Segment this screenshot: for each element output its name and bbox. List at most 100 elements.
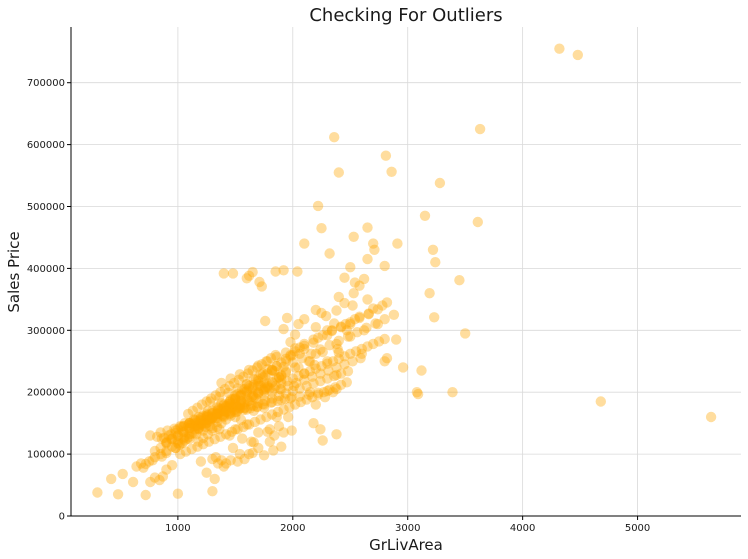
data-point xyxy=(273,390,285,402)
data-point xyxy=(362,294,373,305)
data-point xyxy=(239,453,250,465)
y-tick-label: 600000 xyxy=(27,140,65,151)
data-point xyxy=(163,430,174,441)
data-point xyxy=(207,405,218,416)
y-tick-label: 400000 xyxy=(27,264,65,275)
data-point xyxy=(319,392,331,403)
data-point xyxy=(280,356,292,367)
data-point xyxy=(310,399,321,410)
data-point xyxy=(331,383,342,395)
data-point xyxy=(379,260,390,272)
data-point xyxy=(322,385,333,397)
data-point xyxy=(172,430,184,441)
data-point xyxy=(156,451,167,462)
data-point xyxy=(225,408,236,419)
data-point xyxy=(194,414,205,426)
y-tick-label: 700000 xyxy=(27,78,65,89)
y-tick-label: 0 xyxy=(59,512,65,523)
data-point xyxy=(370,318,381,329)
data-point xyxy=(201,418,212,429)
data-point xyxy=(315,344,326,355)
data-point xyxy=(225,398,236,409)
data-point xyxy=(248,374,259,385)
data-point xyxy=(354,312,365,324)
data-point xyxy=(175,421,186,432)
data-point xyxy=(554,43,565,54)
data-point xyxy=(260,383,271,395)
data-point xyxy=(224,396,235,408)
data-point xyxy=(172,435,184,446)
data-point xyxy=(349,277,361,288)
data-point xyxy=(195,456,207,467)
data-point xyxy=(289,343,301,354)
data-point xyxy=(198,410,209,421)
data-point xyxy=(201,410,212,421)
data-point xyxy=(266,387,278,398)
data-point xyxy=(195,415,207,426)
data-point xyxy=(212,408,224,420)
data-point xyxy=(202,409,213,421)
data-point xyxy=(186,419,197,430)
data-point xyxy=(162,425,173,436)
data-point xyxy=(411,387,423,398)
data-point xyxy=(207,408,218,419)
data-point xyxy=(434,177,446,189)
data-point xyxy=(285,336,296,348)
data-point xyxy=(180,446,192,457)
data-point xyxy=(419,210,431,221)
data-point xyxy=(381,297,393,308)
data-point xyxy=(339,359,350,370)
data-point xyxy=(230,390,241,401)
data-point xyxy=(289,399,301,410)
data-point xyxy=(127,476,139,488)
data-point xyxy=(324,384,335,395)
data-point xyxy=(207,422,218,434)
data-point xyxy=(273,372,285,383)
data-point xyxy=(299,338,310,350)
data-point xyxy=(235,395,247,407)
data-point xyxy=(262,426,273,437)
data-point xyxy=(220,406,232,418)
data-point xyxy=(266,365,278,376)
data-point xyxy=(232,388,243,400)
data-point xyxy=(280,366,292,377)
data-point xyxy=(131,461,142,472)
data-point xyxy=(317,330,328,341)
data-point xyxy=(161,464,172,475)
data-point xyxy=(257,372,269,383)
data-point xyxy=(234,403,246,414)
data-point xyxy=(256,359,267,370)
data-point xyxy=(170,425,181,436)
data-point xyxy=(362,253,373,265)
data-point xyxy=(273,372,285,383)
data-point xyxy=(203,414,215,425)
data-point xyxy=(253,388,264,399)
data-point xyxy=(309,359,320,371)
y-tick-label: 200000 xyxy=(27,388,65,399)
data-point xyxy=(207,413,218,424)
data-point xyxy=(287,385,298,397)
data-point xyxy=(212,458,224,469)
data-point xyxy=(169,423,180,434)
data-point xyxy=(138,462,149,473)
data-point xyxy=(230,424,241,435)
data-point xyxy=(339,272,350,283)
data-point xyxy=(216,403,227,415)
x-tick-label: 2000 xyxy=(280,523,305,534)
data-point xyxy=(230,398,241,409)
data-point xyxy=(308,337,319,348)
data-point xyxy=(268,445,279,456)
data-point xyxy=(271,361,282,372)
data-point xyxy=(280,347,292,358)
data-point xyxy=(220,406,232,417)
data-point xyxy=(381,353,393,364)
data-point xyxy=(281,312,293,324)
data-point xyxy=(233,374,244,385)
data-point xyxy=(243,395,255,407)
data-point xyxy=(253,380,264,392)
data-point xyxy=(184,422,195,434)
y-tick-label: 300000 xyxy=(27,326,65,337)
data-point xyxy=(220,401,232,413)
data-point xyxy=(345,348,356,359)
data-point xyxy=(198,439,209,450)
